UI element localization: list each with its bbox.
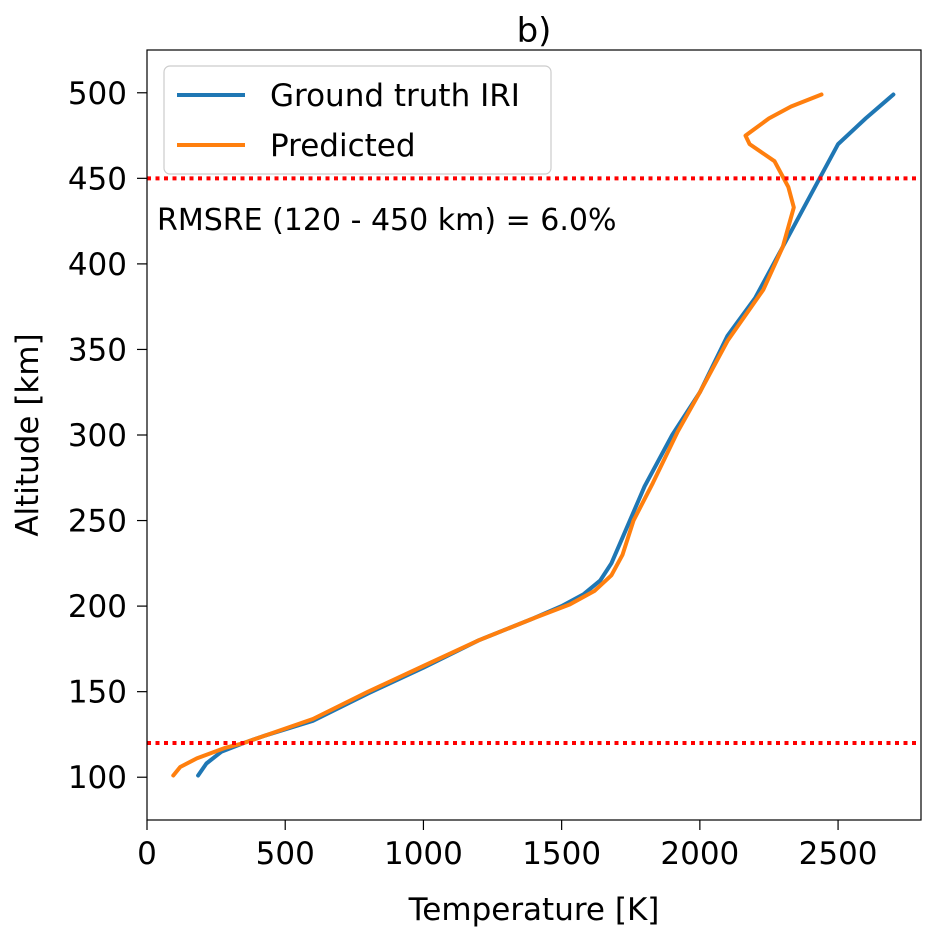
y-tick-label: 150: [68, 675, 127, 711]
y-tick-label: 200: [68, 589, 127, 625]
x-tick-label: 2500: [799, 836, 878, 872]
y-axis-ticks: 100 150 200 250 300 350 400 450 500: [68, 76, 147, 796]
rmsre-annotation: RMSRE (120 - 450 km) = 6.0%: [157, 203, 617, 238]
y-tick-label: 400: [68, 247, 127, 283]
y-tick-label: 500: [68, 76, 127, 112]
x-tick-label: 2000: [660, 836, 739, 872]
y-tick-label: 300: [68, 418, 127, 454]
series-layer: [171, 92, 896, 778]
x-tick-label: 500: [256, 836, 315, 872]
x-tick-label: 1500: [522, 836, 601, 872]
legend: Ground truth IRI Predicted: [163, 65, 552, 175]
y-axis-label: Altitude [km]: [10, 333, 46, 536]
x-axis-ticks: 0 500 1000 1500 2000 2500: [137, 820, 878, 872]
reference-lines: [147, 176, 921, 745]
y-tick-label: 100: [68, 760, 127, 796]
x-tick-label: 1000: [384, 836, 463, 872]
legend-label: Predicted: [270, 128, 416, 164]
legend-label: Ground truth IRI: [270, 78, 520, 114]
chart-title: b): [517, 11, 552, 51]
series-line-predicted: [171, 92, 824, 778]
legend-box: [163, 65, 552, 175]
y-tick-label: 250: [68, 504, 127, 540]
x-axis-label: Temperature [K]: [408, 892, 660, 928]
x-tick-label: 0: [137, 836, 157, 872]
y-tick-label: 450: [68, 161, 127, 197]
y-tick-label: 350: [68, 332, 127, 368]
